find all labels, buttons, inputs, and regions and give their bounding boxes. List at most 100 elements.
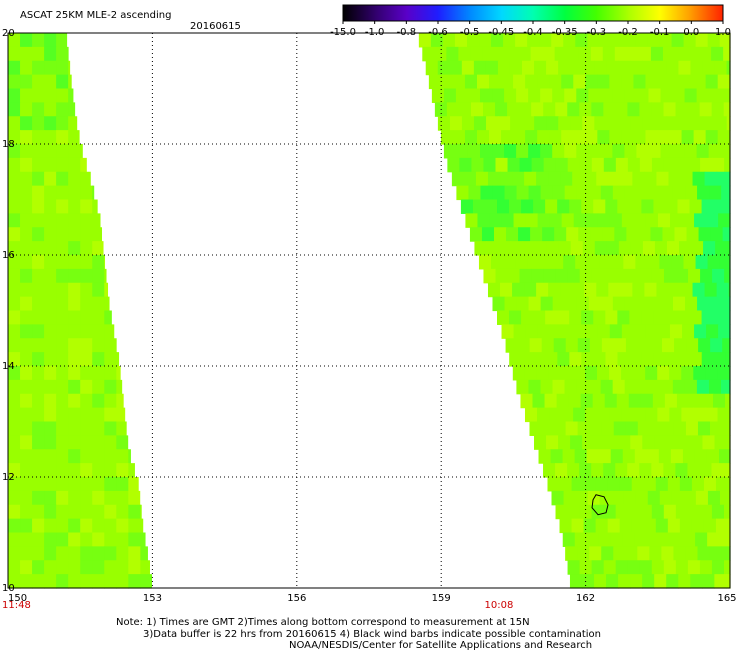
data-cell <box>631 518 645 534</box>
data-cell <box>449 60 463 76</box>
data-cell <box>509 310 522 325</box>
data-cell <box>635 490 649 506</box>
data-cell <box>579 560 593 575</box>
data-cell <box>615 268 629 284</box>
data-cell <box>645 130 659 145</box>
data-cell <box>500 171 513 187</box>
data-cell <box>603 463 616 478</box>
data-cell <box>557 199 570 214</box>
data-cell <box>56 116 69 131</box>
data-cell <box>44 310 57 325</box>
data-cell <box>493 227 507 242</box>
data-cell <box>524 282 537 298</box>
data-cell <box>636 185 650 201</box>
data-cell <box>80 213 93 228</box>
data-cell <box>8 379 21 395</box>
data-cell <box>576 296 590 312</box>
data-cell <box>711 463 725 478</box>
data-cell <box>516 144 529 159</box>
data-cell <box>651 102 665 117</box>
data-cell <box>8 144 21 159</box>
data-cell <box>20 130 33 145</box>
data-cell <box>609 213 623 228</box>
data-cell <box>673 421 687 436</box>
data-cell <box>666 435 680 450</box>
data-cell <box>8 199 21 214</box>
data-cell <box>612 379 626 395</box>
data-cell <box>569 352 582 367</box>
data-cell <box>92 490 105 506</box>
data-cell <box>443 88 457 103</box>
data-cell <box>56 435 69 450</box>
data-cell <box>519 157 533 173</box>
swath-time: 10:08 <box>485 600 514 611</box>
data-cell <box>618 435 631 450</box>
data-cell <box>664 393 678 409</box>
data-cell <box>708 144 722 159</box>
data-cell <box>659 33 673 48</box>
data-cell <box>618 60 631 76</box>
data-cell <box>687 102 701 117</box>
data-cell <box>567 504 581 520</box>
data-cell <box>701 310 715 325</box>
data-cell <box>579 268 593 284</box>
data-cell <box>460 199 474 214</box>
data-cell <box>473 116 487 131</box>
data-cell <box>645 213 659 228</box>
data-cell <box>585 74 598 90</box>
data-cell <box>547 477 561 492</box>
data-cell <box>681 130 695 145</box>
data-cell <box>525 324 539 339</box>
data-cell <box>44 268 57 284</box>
data-cell <box>80 338 93 353</box>
data-cell <box>571 477 585 492</box>
data-cell <box>622 532 636 547</box>
data-cell <box>32 46 45 62</box>
data-cell <box>616 393 630 409</box>
data-cell <box>504 185 518 201</box>
y-tick-label: 18 <box>2 139 15 150</box>
data-cell <box>717 407 731 423</box>
data-cell <box>56 574 69 589</box>
data-cell <box>711 102 725 117</box>
data-cell <box>650 227 664 242</box>
data-cell <box>594 116 607 131</box>
data-cell <box>657 366 670 381</box>
data-cell <box>629 352 643 367</box>
data-cell <box>610 532 624 547</box>
data-cell <box>561 74 574 90</box>
data-cell <box>68 296 81 312</box>
data-cell <box>128 574 141 589</box>
y-tick-label: 20 <box>2 28 15 39</box>
data-cell <box>690 60 704 76</box>
data-cell <box>20 435 33 450</box>
data-cell <box>515 255 528 270</box>
data-cell <box>699 463 713 478</box>
data-cell <box>558 116 571 131</box>
data-cell <box>587 33 600 48</box>
data-cell <box>621 74 635 90</box>
data-cell <box>20 116 33 131</box>
x-tick-label: 156 <box>287 593 306 604</box>
data-cell <box>509 60 523 76</box>
data-cell <box>641 352 655 367</box>
data-cell <box>537 324 551 339</box>
data-cell <box>485 60 499 76</box>
data-cell <box>621 407 634 423</box>
swath-layer <box>8 33 731 589</box>
data-cell <box>694 213 707 228</box>
data-cell <box>20 144 33 159</box>
data-cell <box>661 546 675 561</box>
data-cell <box>566 227 579 242</box>
data-cell <box>530 46 544 62</box>
data-cell <box>8 157 21 173</box>
data-cell <box>80 310 93 325</box>
data-cell <box>659 490 673 506</box>
data-cell <box>665 310 679 325</box>
data-cell <box>653 310 667 325</box>
data-cell <box>549 324 563 339</box>
data-cell <box>510 116 523 131</box>
data-cell <box>705 74 719 90</box>
data-cell <box>20 199 33 214</box>
data-cell <box>56 490 69 506</box>
